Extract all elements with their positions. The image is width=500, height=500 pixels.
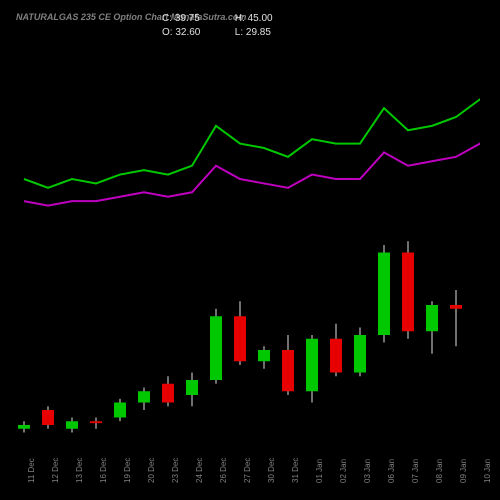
xaxis-label: 12 Dec (51, 458, 60, 483)
xaxis-label: 01 Jan (315, 459, 324, 483)
xaxis-label: 10 Jan (483, 459, 492, 483)
xaxis-label: 23 Dec (171, 458, 180, 483)
xaxis-label: 07 Jan (411, 459, 420, 483)
candle-up (114, 403, 126, 418)
candle-down (234, 316, 246, 361)
ohlc-readout: C: 39.75 H: 45.00 O: 32.60 L: 29.85 (162, 12, 305, 40)
candle-down (42, 410, 54, 425)
candle-down (162, 384, 174, 403)
xaxis-label: 11 Dec (27, 458, 36, 483)
indicator-line-1 (24, 130, 480, 205)
open-value: 32.60 (175, 27, 200, 38)
candle-up (138, 391, 150, 402)
xaxis-label: 09 Jan (459, 459, 468, 483)
candle-up (354, 335, 366, 373)
xaxis-label: 26 Dec (219, 458, 228, 483)
candle-up (210, 316, 222, 380)
xaxis-label: 02 Jan (339, 459, 348, 483)
xaxis-label: 06 Jan (387, 459, 396, 483)
xaxis-label: 13 Dec (75, 458, 84, 483)
candle-up (18, 425, 30, 429)
xaxis-label: 03 Jan (363, 459, 372, 483)
xaxis-label: 27 Dec (243, 458, 252, 483)
xaxis-label: 20 Dec (147, 458, 156, 483)
close-label: C: (162, 13, 172, 24)
xaxis-label: 30 Dec (267, 458, 276, 483)
low-label: L: (235, 27, 243, 38)
candle-up (306, 339, 318, 392)
high-label: H: (235, 13, 245, 24)
xaxis-label: 16 Dec (99, 458, 108, 483)
xaxis-label: 08 Jan (435, 459, 444, 483)
candle-down (90, 421, 102, 423)
candle-down (450, 305, 462, 309)
candle-up (66, 421, 78, 429)
candle-down (330, 339, 342, 373)
xaxis-label: 24 Dec (195, 458, 204, 483)
candle-up (426, 305, 438, 331)
open-label: O: (162, 27, 173, 38)
xaxis-labels: 11 Dec 12 Dec 13 Dec 16 Dec 19 Dec 20 Dec 23 D… (10, 445, 480, 495)
chart-svg (10, 45, 480, 440)
xaxis-label: 31 Dec (291, 458, 300, 483)
candle-up (186, 380, 198, 395)
close-value: 39.75 (175, 13, 200, 24)
high-value: 45.00 (248, 13, 273, 24)
candle-down (282, 350, 294, 391)
xaxis-label: 19 Dec (123, 458, 132, 483)
low-value: 29.85 (246, 27, 271, 38)
indicator-line-0 (24, 95, 480, 188)
candle-down (402, 253, 414, 332)
candle-up (378, 253, 390, 336)
candle-up (258, 350, 270, 361)
